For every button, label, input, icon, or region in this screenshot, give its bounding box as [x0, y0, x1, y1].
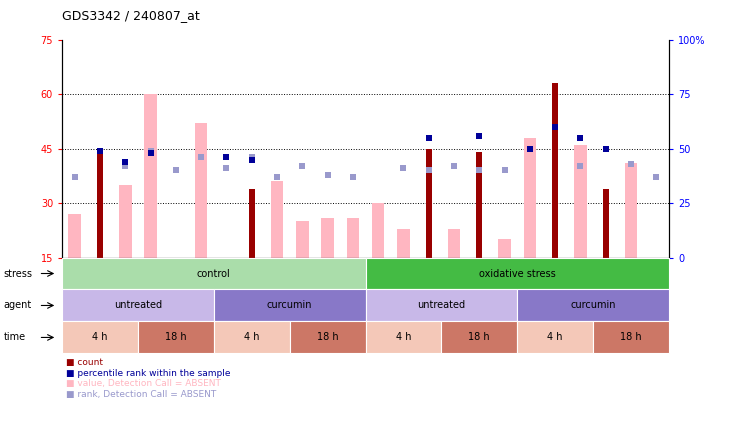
Bar [372, 203, 385, 258]
Bar [499, 239, 511, 258]
Bar [249, 189, 255, 258]
Bar [270, 182, 284, 258]
Text: GDS3342 / 240807_at: GDS3342 / 240807_at [62, 9, 200, 22]
Text: control: control [197, 269, 231, 278]
Text: untreated: untreated [417, 301, 466, 310]
Bar [321, 218, 334, 258]
Bar [425, 149, 432, 258]
Bar [523, 138, 536, 258]
Bar [346, 218, 359, 258]
Text: curcumin: curcumin [570, 301, 616, 310]
Bar [447, 229, 461, 258]
Bar [195, 123, 208, 258]
Bar [119, 185, 132, 258]
Text: 4 h: 4 h [92, 333, 107, 342]
Bar [602, 189, 609, 258]
Text: 18 h: 18 h [317, 333, 338, 342]
Text: 18 h: 18 h [469, 333, 490, 342]
Bar [97, 149, 103, 258]
Bar [296, 221, 308, 258]
Text: untreated: untreated [114, 301, 162, 310]
Text: stress: stress [4, 269, 33, 278]
Bar [69, 214, 81, 258]
Text: 4 h: 4 h [548, 333, 563, 342]
Text: ■ value, Detection Call = ABSENT: ■ value, Detection Call = ABSENT [66, 379, 221, 388]
Bar [476, 152, 482, 258]
Text: ■ rank, Detection Call = ABSENT: ■ rank, Detection Call = ABSENT [66, 390, 216, 399]
Text: oxidative stress: oxidative stress [479, 269, 556, 278]
Bar [574, 145, 587, 258]
Text: time: time [4, 333, 26, 342]
Bar [650, 258, 662, 261]
Text: agent: agent [4, 301, 32, 310]
Text: 18 h: 18 h [165, 333, 186, 342]
Text: ■ count: ■ count [66, 358, 103, 367]
Text: ■ percentile rank within the sample: ■ percentile rank within the sample [66, 369, 230, 377]
Text: 4 h: 4 h [244, 333, 260, 342]
Text: curcumin: curcumin [267, 301, 312, 310]
Bar [144, 95, 157, 258]
Bar [397, 229, 410, 258]
Bar [552, 83, 558, 258]
Text: 4 h: 4 h [395, 333, 411, 342]
Text: 18 h: 18 h [620, 333, 642, 342]
Bar [624, 163, 637, 258]
